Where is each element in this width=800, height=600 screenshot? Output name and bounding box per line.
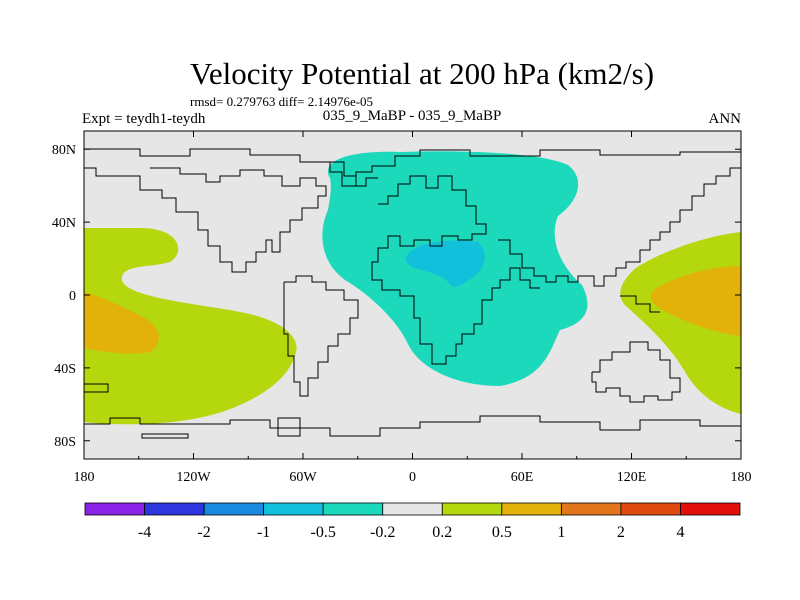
y-tick-label: 40S bbox=[54, 362, 76, 377]
island-3 bbox=[84, 383, 109, 393]
experiment-label: Expt = teydh1-teydh bbox=[82, 111, 206, 127]
colorbar-label: 0.5 bbox=[492, 524, 512, 541]
colorbar-label: 0.2 bbox=[432, 524, 452, 541]
coastline-antarctica bbox=[84, 415, 741, 437]
colorbar-swatch bbox=[382, 502, 443, 516]
negative-core-region bbox=[405, 240, 485, 287]
colorbar-swatch bbox=[263, 502, 324, 516]
colorbar-swatch bbox=[620, 502, 681, 516]
positive-core-west-pacific bbox=[650, 266, 741, 336]
stats-label: rmsd= 0.279763 diff= 2.14976e-05 bbox=[190, 94, 373, 109]
positive-region-east-pacific bbox=[84, 228, 297, 425]
colorbar-swatch bbox=[203, 502, 265, 516]
y-tick-label: 80N bbox=[52, 143, 76, 158]
colorbar-label: 4 bbox=[676, 524, 684, 541]
x-tick-label: 120W bbox=[176, 470, 211, 485]
colorbar-label: -4 bbox=[138, 524, 151, 541]
coastline-north-america bbox=[84, 167, 327, 273]
coastline-arctic bbox=[84, 148, 741, 187]
island-1 bbox=[141, 433, 189, 439]
colorbar-swatch bbox=[501, 502, 562, 516]
y-axis: 80N 40N 0 40S 80S bbox=[52, 143, 741, 450]
colorbar-label: 2 bbox=[617, 524, 625, 541]
coastline-maritime bbox=[620, 295, 660, 313]
case-label: 035_9_MaBP - 035_9_MaBP bbox=[323, 108, 502, 124]
colorbar: -4 -2 -1 -0.5 -0.2 0.2 0.5 1 2 4 bbox=[84, 502, 741, 541]
colorbar-label: -0.2 bbox=[370, 524, 395, 541]
chart-title: Velocity Potential at 200 hPa (km2/s) bbox=[190, 56, 654, 91]
colorbar-swatch bbox=[322, 502, 384, 516]
y-tick-label: 0 bbox=[69, 289, 76, 304]
coastline-australia bbox=[591, 341, 681, 403]
season-label: ANN bbox=[709, 111, 742, 127]
colorbar-label: -1 bbox=[257, 524, 270, 541]
colorbar-swatch bbox=[84, 502, 145, 516]
x-tick-label: 120E bbox=[617, 470, 647, 485]
coastline-asia bbox=[498, 167, 741, 287]
x-tick-label: 180 bbox=[731, 470, 752, 485]
colorbar-swatch bbox=[560, 502, 622, 516]
colorbar-swatch bbox=[680, 502, 741, 516]
colorbar-label: 1 bbox=[557, 524, 565, 541]
colorbar-label: -0.5 bbox=[311, 524, 336, 541]
y-tick-label: 80S bbox=[54, 435, 76, 450]
y-tick-label: 40N bbox=[52, 216, 76, 231]
coastline-africa bbox=[371, 175, 540, 365]
positive-core-east-pacific bbox=[84, 292, 159, 354]
coastline-greenland bbox=[330, 161, 378, 187]
x-tick-label: 0 bbox=[409, 470, 416, 485]
x-tick-label: 60W bbox=[289, 470, 317, 485]
colorbar-swatch bbox=[441, 502, 503, 516]
colorbar-swatch bbox=[144, 502, 205, 516]
x-tick-label: 180 bbox=[74, 470, 95, 485]
x-axis: 180 120W 60W 0 60E 120E 180 bbox=[74, 131, 752, 485]
colorbar-label: -2 bbox=[197, 524, 210, 541]
island-2 bbox=[277, 417, 301, 437]
coastlines bbox=[84, 148, 741, 439]
x-tick-label: 60E bbox=[511, 470, 534, 485]
coastline-south-america bbox=[283, 275, 359, 397]
